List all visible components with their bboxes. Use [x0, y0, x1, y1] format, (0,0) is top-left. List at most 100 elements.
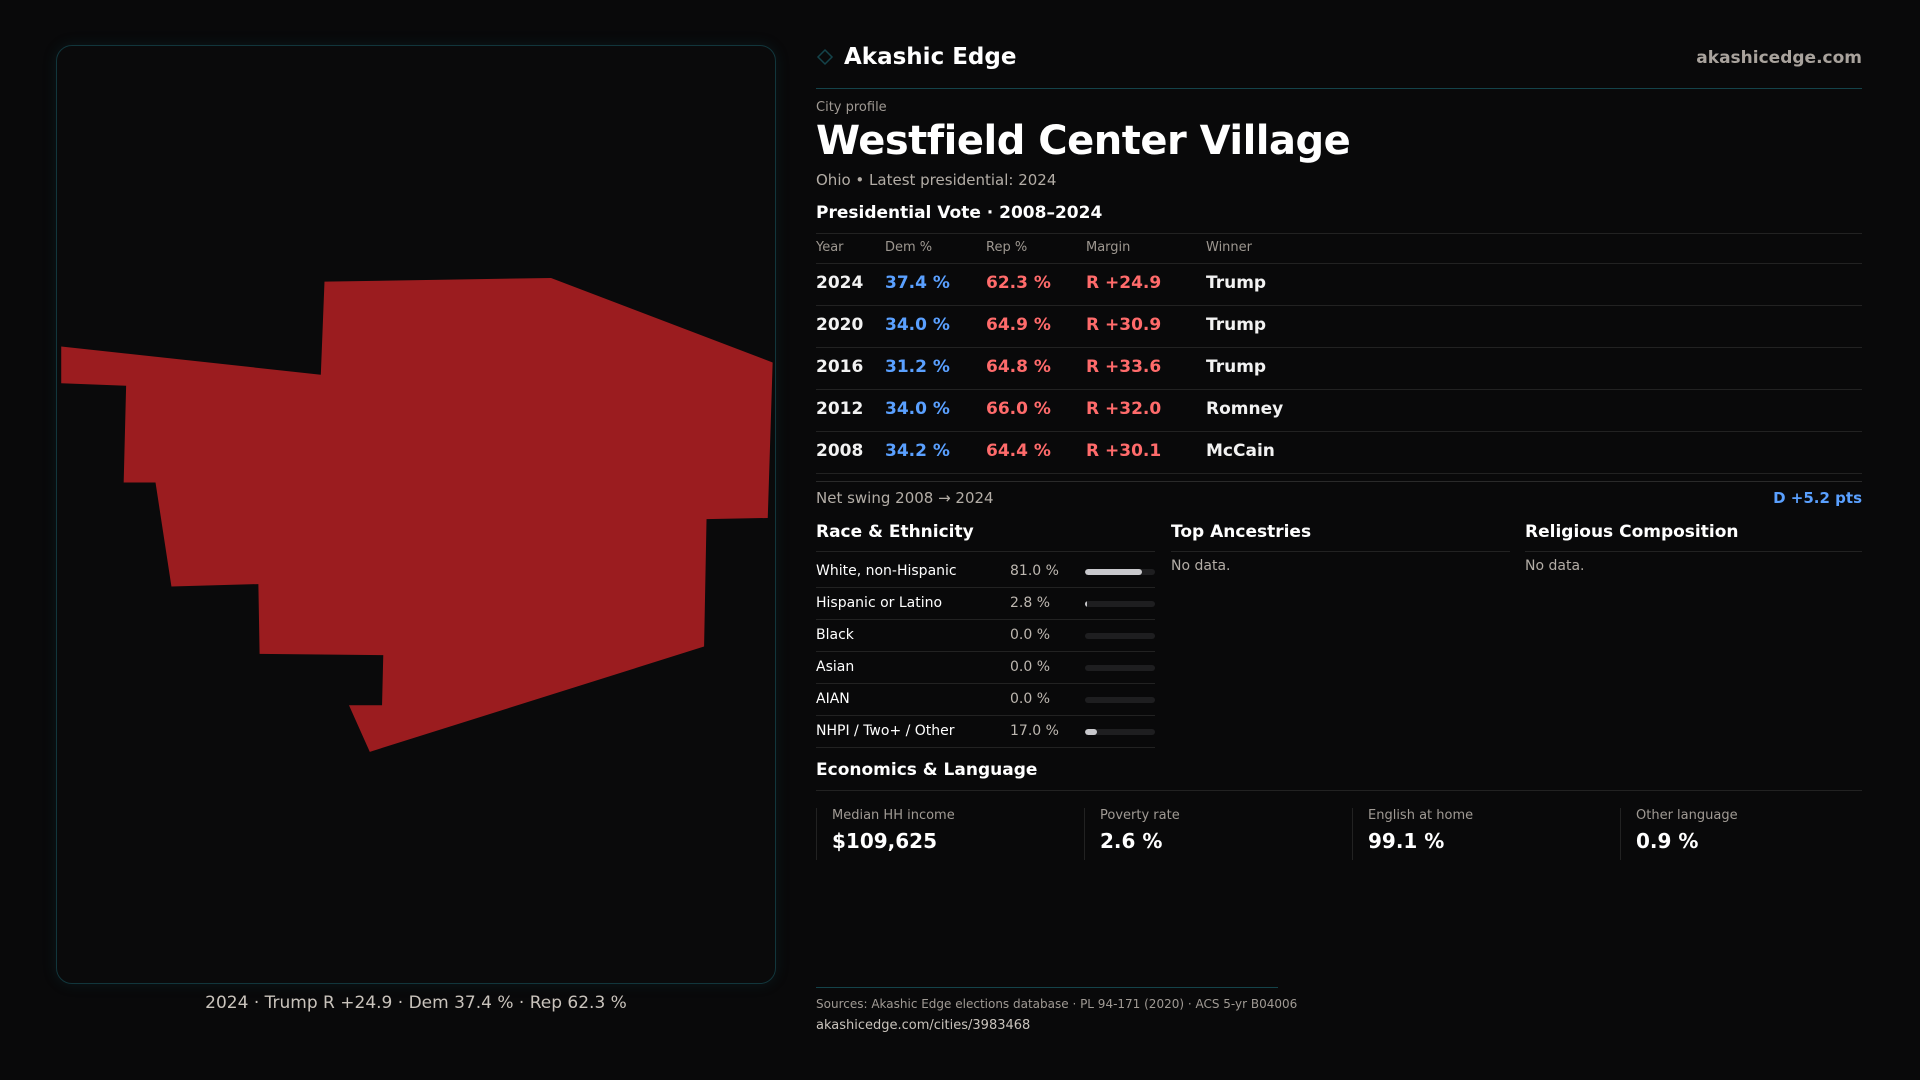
cell-rep: 64.4 %	[986, 441, 1051, 461]
net-swing-label: Net swing 2008 → 2024	[816, 489, 994, 507]
stat-card: English at home 99.1 %	[1352, 808, 1618, 860]
row-divider	[816, 431, 1862, 432]
religion-title: Religious Composition	[1525, 522, 1739, 542]
footer-divider	[816, 987, 1278, 988]
race-value: 17.0 %	[1010, 723, 1059, 739]
city-boundary-shape[interactable]	[61, 277, 773, 752]
map-caption: 2024 · Trump R +24.9 · Dem 37.4 % · Rep …	[205, 993, 627, 1013]
cell-margin: R +30.1	[1086, 441, 1162, 461]
stat-label: English at home	[1368, 808, 1474, 823]
race-bar	[1085, 633, 1155, 639]
header-divider	[816, 88, 1862, 89]
cell-year: 2008	[816, 441, 864, 461]
sources-text: Sources: Akashic Edge elections database…	[816, 997, 1298, 1011]
row-divider	[816, 305, 1862, 306]
stat-card: Median HH income $109,625	[816, 808, 1082, 860]
stat-label: Median HH income	[832, 808, 955, 823]
divider	[816, 790, 1862, 791]
row-divider	[816, 651, 1155, 652]
stat-value: 0.9 %	[1636, 829, 1699, 853]
race-bar-fill	[1085, 601, 1087, 607]
divider	[1171, 551, 1510, 552]
cell-winner: Romney	[1206, 399, 1284, 419]
row-divider	[816, 347, 1862, 348]
race-bar-fill	[1085, 729, 1097, 735]
diamond-icon	[816, 48, 834, 66]
race-label: Black	[816, 627, 854, 643]
cell-winner: Trump	[1206, 357, 1267, 377]
race-value: 0.0 %	[1010, 627, 1051, 643]
divider	[816, 551, 1155, 552]
cell-winner: Trump	[1206, 315, 1267, 335]
row-divider	[816, 715, 1155, 716]
economics-title: Economics & Language	[816, 760, 1038, 780]
brand[interactable]: Akashic Edge	[816, 44, 1016, 70]
divider	[816, 233, 1862, 234]
race-value: 81.0 %	[1010, 563, 1059, 579]
cell-margin: R +24.9	[1086, 273, 1162, 293]
row-divider	[816, 587, 1155, 588]
stat-label: Poverty rate	[1100, 808, 1180, 823]
cell-rep: 64.8 %	[986, 357, 1051, 377]
row-divider	[816, 747, 1155, 748]
race-bar-fill	[1085, 569, 1142, 575]
divider	[816, 263, 1862, 264]
divider	[816, 481, 1862, 482]
net-swing-value: D +5.2 pts	[1773, 489, 1862, 507]
race-label: Asian	[816, 659, 855, 675]
race-bar	[1085, 601, 1155, 607]
page-title: Westfield Center Village	[816, 118, 1351, 164]
stat-label: Other language	[1636, 808, 1738, 823]
page-eyebrow: City profile	[816, 100, 887, 115]
row-divider	[816, 473, 1862, 474]
race-value: 0.0 %	[1010, 659, 1051, 675]
row-divider	[816, 619, 1155, 620]
presidential-title: Presidential Vote · 2008–2024	[816, 203, 1103, 223]
ancestries-title: Top Ancestries	[1171, 522, 1312, 542]
col-dem: Dem %	[885, 240, 933, 255]
col-winner: Winner	[1206, 240, 1253, 255]
cell-dem: 34.0 %	[885, 399, 950, 419]
race-title: Race & Ethnicity	[816, 522, 974, 542]
race-label: White, non-Hispanic	[816, 563, 957, 579]
cell-year: 2024	[816, 273, 864, 293]
race-label: Hispanic or Latino	[816, 595, 943, 611]
col-margin: Margin	[1086, 240, 1131, 255]
col-year: Year	[816, 240, 844, 255]
cell-rep: 62.3 %	[986, 273, 1051, 293]
religion-empty: No data.	[1525, 558, 1585, 574]
row-divider	[816, 683, 1155, 684]
stat-card: Other language 0.9 %	[1620, 808, 1886, 860]
cell-margin: R +32.0	[1086, 399, 1162, 419]
col-rep: Rep %	[986, 240, 1028, 255]
race-label: AIAN	[816, 691, 850, 707]
cell-dem: 37.4 %	[885, 273, 950, 293]
stat-value: $109,625	[832, 829, 938, 853]
race-bar	[1085, 665, 1155, 671]
divider	[1525, 551, 1862, 552]
cell-dem: 34.2 %	[885, 441, 950, 461]
race-value: 2.8 %	[1010, 595, 1051, 611]
site-link[interactable]: akashicedge.com	[1696, 48, 1862, 68]
race-bar	[1085, 729, 1155, 735]
cell-year: 2020	[816, 315, 864, 335]
race-bar	[1085, 569, 1155, 575]
cell-rep: 64.9 %	[986, 315, 1051, 335]
race-bar	[1085, 697, 1155, 703]
cell-margin: R +33.6	[1086, 357, 1162, 377]
cell-margin: R +30.9	[1086, 315, 1162, 335]
cell-year: 2016	[816, 357, 864, 377]
page-subtitle: Ohio • Latest presidential: 2024	[816, 171, 1057, 189]
cell-dem: 34.0 %	[885, 315, 950, 335]
cell-winner: McCain	[1206, 441, 1275, 461]
stat-value: 2.6 %	[1100, 829, 1163, 853]
city-url[interactable]: akashicedge.com/cities/3983468	[816, 1018, 1031, 1033]
race-value: 0.0 %	[1010, 691, 1051, 707]
cell-rep: 66.0 %	[986, 399, 1051, 419]
cell-year: 2012	[816, 399, 864, 419]
stat-card: Poverty rate 2.6 %	[1084, 808, 1350, 860]
ancestries-empty: No data.	[1171, 558, 1231, 574]
stat-value: 99.1 %	[1368, 829, 1445, 853]
race-label: NHPI / Two+ / Other	[816, 723, 955, 739]
